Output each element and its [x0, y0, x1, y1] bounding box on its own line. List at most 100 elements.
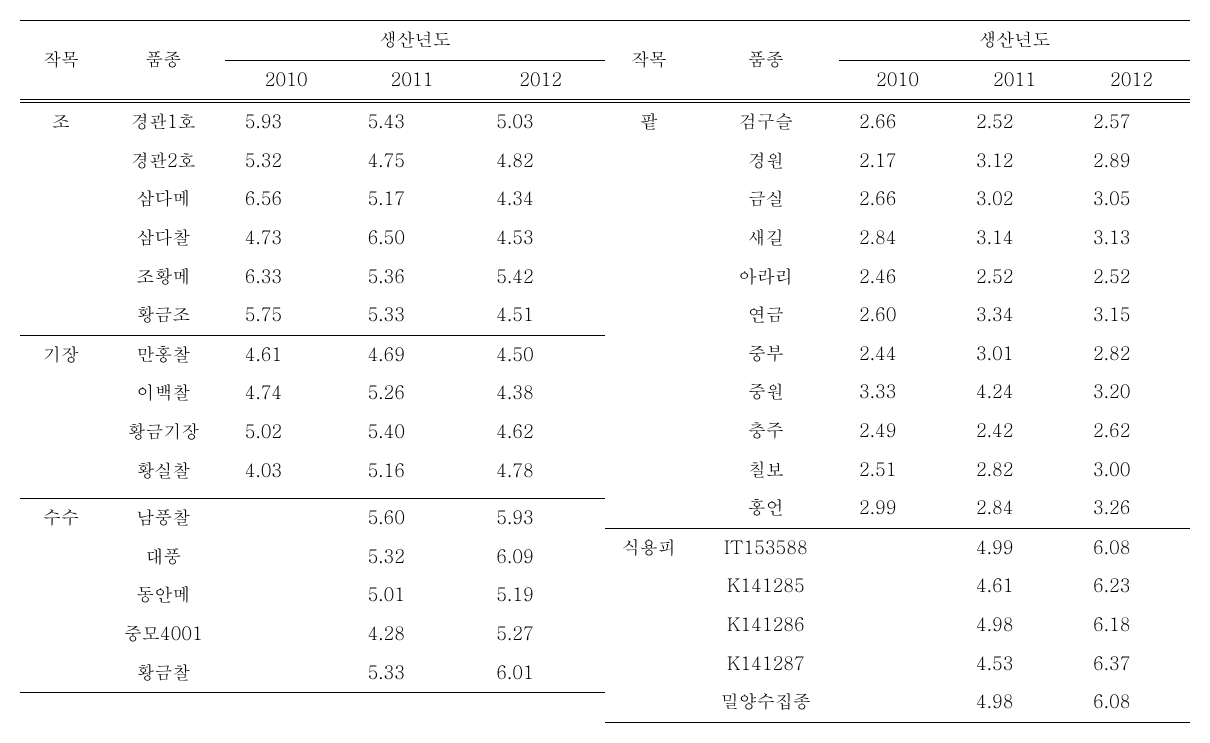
- cell-y2012: 5.93: [476, 499, 605, 538]
- cell-crop: [605, 645, 693, 684]
- cell-variety: 남풍찰: [102, 499, 225, 538]
- cell-y2012: 5.03: [476, 103, 605, 142]
- table-row: 황실찰4.035.164.78: [20, 452, 605, 491]
- cell-y2011: 2.52: [956, 103, 1073, 142]
- cell-crop: [20, 538, 102, 577]
- cell-variety: 밀양수집종: [693, 683, 839, 722]
- table-row: 충주2.492.422.62: [605, 412, 1190, 451]
- cell-variety: 삼다메: [102, 180, 225, 219]
- cell-y2012: 3.05: [1073, 180, 1190, 219]
- cell-y2012: 3.20: [1073, 373, 1190, 412]
- cell-variety: 황금조: [102, 296, 225, 335]
- cell-variety: 삼다찰: [102, 219, 225, 258]
- header-2011: 2011: [348, 60, 477, 100]
- cell-y2012: 3.26: [1073, 489, 1190, 528]
- cell-y2011: 5.43: [348, 103, 477, 142]
- cell-y2010: 2.44: [839, 335, 956, 374]
- cell-y2010: 2.99: [839, 489, 956, 528]
- cell-y2011: 3.12: [956, 142, 1073, 181]
- cell-crop: 팥: [605, 103, 693, 142]
- cell-y2012: 4.50: [476, 335, 605, 374]
- cell-y2012: 3.15: [1073, 296, 1190, 335]
- cell-y2010: [839, 567, 956, 606]
- cell-crop: [20, 180, 102, 219]
- cell-y2010: [839, 683, 956, 722]
- cell-y2010: [225, 615, 348, 654]
- table-row: 황금기장5.025.404.62: [20, 413, 605, 452]
- cell-y2012: 4.78: [476, 452, 605, 491]
- cell-variety: 홍언: [693, 489, 839, 528]
- cell-y2011: 4.98: [956, 606, 1073, 645]
- cell-crop: [20, 654, 102, 693]
- cell-y2010: [225, 654, 348, 693]
- table-row: 연금2.603.343.15: [605, 296, 1190, 335]
- cell-y2011: 4.75: [348, 142, 477, 181]
- cell-y2012: 4.34: [476, 180, 605, 219]
- cell-y2011: 4.61: [956, 567, 1073, 606]
- cell-y2011: 5.32: [348, 538, 477, 577]
- cell-y2011: 3.02: [956, 180, 1073, 219]
- cell-variety: 황금찰: [102, 654, 225, 693]
- cell-crop: [605, 142, 693, 181]
- cell-variety: 칠보: [693, 451, 839, 490]
- cell-crop: [20, 374, 102, 413]
- table-row: 황금조5.755.334.51: [20, 296, 605, 335]
- cell-variety: 황금기장: [102, 413, 225, 452]
- cell-y2010: 4.61: [225, 335, 348, 374]
- cell-y2011: 5.16: [348, 452, 477, 491]
- cell-y2011: 2.82: [956, 451, 1073, 490]
- cell-y2010: [225, 499, 348, 538]
- cell-y2010: [839, 645, 956, 684]
- cell-variety: 이백찰: [102, 374, 225, 413]
- cell-y2010: [839, 606, 956, 645]
- cell-crop: 조: [20, 103, 102, 142]
- left-body: 조경관1호5.935.435.03경관2호5.324.754.82삼다메6.56…: [20, 100, 605, 693]
- cell-crop: [20, 219, 102, 258]
- cell-y2012: 6.18: [1073, 606, 1190, 645]
- cell-y2011: 5.40: [348, 413, 477, 452]
- cell-y2012: [476, 490, 605, 499]
- cell-variety: 황실찰: [102, 452, 225, 491]
- cell-y2010: 2.84: [839, 219, 956, 258]
- header-crop: 작목: [20, 21, 102, 100]
- cell-variety: 동안메: [102, 576, 225, 615]
- cell-variety: 연금: [693, 296, 839, 335]
- cell-variety: [102, 490, 225, 499]
- cell-y2010: 4.03: [225, 452, 348, 491]
- cell-crop: [605, 451, 693, 490]
- cell-crop: [20, 615, 102, 654]
- cell-y2010: 2.46: [839, 258, 956, 297]
- cell-y2010: 4.73: [225, 219, 348, 258]
- cell-y2011: 4.28: [348, 615, 477, 654]
- cell-y2011: 5.01: [348, 576, 477, 615]
- cell-y2011: 2.42: [956, 412, 1073, 451]
- cell-crop: [20, 258, 102, 297]
- cell-variety: 중모4001: [102, 615, 225, 654]
- table-row: K1412854.616.23: [605, 567, 1190, 606]
- cell-variety: 새길: [693, 219, 839, 258]
- cell-y2011: 4.99: [956, 528, 1073, 567]
- cell-variety: 아라리: [693, 258, 839, 297]
- cell-y2010: [225, 490, 348, 499]
- cell-y2011: 6.50: [348, 219, 477, 258]
- header-2012: 2012: [1073, 60, 1190, 100]
- cell-y2010: 2.17: [839, 142, 956, 181]
- cell-y2010: 4.74: [225, 374, 348, 413]
- cell-y2012: 6.09: [476, 538, 605, 577]
- cell-y2011: 5.60: [348, 499, 477, 538]
- cell-y2012: 6.23: [1073, 567, 1190, 606]
- table-row: 칠보2.512.823.00: [605, 451, 1190, 490]
- cell-y2012: 2.62: [1073, 412, 1190, 451]
- cell-crop: [20, 452, 102, 491]
- cell-y2012: 3.13: [1073, 219, 1190, 258]
- cell-y2011: [348, 490, 477, 499]
- cell-y2012: 5.19: [476, 576, 605, 615]
- cell-variety: 만홍찰: [102, 335, 225, 374]
- table-row: 조황메6.335.365.42: [20, 258, 605, 297]
- cell-y2010: 2.66: [839, 103, 956, 142]
- right-body: 팥검구슬2.662.522.57경원2.173.122.89금실2.663.02…: [605, 100, 1190, 723]
- cell-y2012: 4.53: [476, 219, 605, 258]
- header-row-1: 작목 품종 생산년도: [605, 21, 1190, 61]
- cell-crop: [20, 490, 102, 499]
- cell-y2012: 4.38: [476, 374, 605, 413]
